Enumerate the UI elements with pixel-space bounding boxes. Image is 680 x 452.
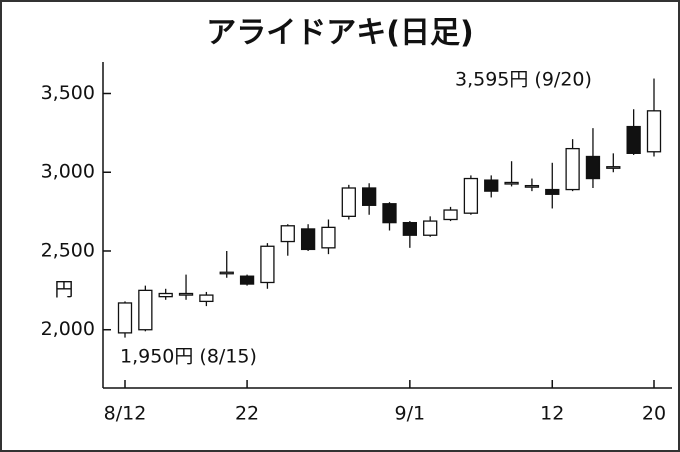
y-unit: 円	[54, 279, 73, 301]
candle-body	[260, 245, 275, 284]
annotation-high: 3,595円 (9/20)	[455, 69, 592, 91]
candle-body	[362, 187, 377, 206]
candle-body	[300, 228, 316, 251]
candle-body	[382, 203, 397, 224]
candle-body	[626, 125, 641, 154]
y-tick-label: 3,500	[41, 82, 95, 104]
candle-body	[402, 221, 417, 236]
x-tick-label: 8/12	[104, 403, 147, 425]
y-tick-label: 2,500	[41, 239, 95, 261]
candle-body	[219, 271, 234, 275]
candle-body	[463, 177, 479, 214]
candle-body	[178, 292, 194, 296]
x-tick-label: 22	[235, 403, 259, 425]
candle-body	[199, 294, 214, 303]
chart-title: アライドアキ(日足)	[206, 16, 473, 51]
candle-body	[484, 179, 499, 192]
candle-body	[117, 302, 133, 334]
candle-body	[158, 292, 173, 298]
candle-body	[585, 155, 601, 180]
candle-body	[646, 110, 662, 153]
x-tick-label: 12	[540, 403, 564, 425]
candle-body	[606, 166, 621, 169]
candle-body	[545, 188, 560, 195]
candle-body	[524, 184, 540, 188]
candle-body	[341, 187, 356, 217]
annotation-low: 1,950円 (8/15)	[120, 346, 257, 368]
x-tick-label: 9/1	[395, 403, 426, 425]
candle-body	[321, 226, 336, 249]
x-tick-label: 20	[642, 403, 666, 425]
candle-body	[138, 289, 153, 331]
candle-body	[443, 209, 458, 221]
y-tick-label: 2,000	[41, 318, 95, 340]
candle-body	[504, 181, 519, 185]
candle-body	[239, 275, 255, 285]
candle-body	[565, 147, 580, 191]
candle-body	[280, 225, 295, 243]
candle-body	[423, 220, 438, 236]
y-tick-label: 3,000	[41, 161, 95, 183]
